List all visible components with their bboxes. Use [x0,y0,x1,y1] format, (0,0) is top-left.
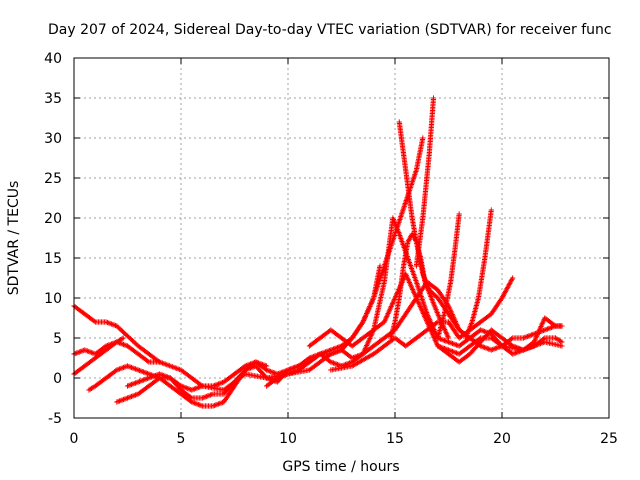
x-tick-label: 25 [600,431,618,447]
chart-title: Day 207 of 2024, Sidereal Day-to-day VTE… [48,22,612,38]
data-point-marker [120,335,126,341]
data-point-marker [541,336,547,342]
y-tick-label: 15 [44,251,62,267]
data-point-marker [434,320,440,326]
data-point-marker [559,323,565,329]
data-point-marker [510,275,516,281]
data-point-marker [508,336,515,342]
series-sat-l [413,95,437,269]
series-sat-f [124,135,426,393]
x-tick-label: 15 [386,431,404,447]
data-point-marker [420,135,426,141]
data-point-marker [359,320,365,326]
data-point-marker [91,318,97,324]
series-sat-e [114,359,270,405]
data-point-marker [187,394,194,400]
series-sat-i [328,275,516,373]
data-point-marker [476,336,483,342]
x-axis-label: GPS time / hours [282,459,399,475]
y-axis-label: SDTVAR / TECUs [6,181,22,296]
series-sat-m [435,211,462,341]
data-point-marker [559,339,565,345]
data-point-marker [551,322,557,328]
x-tick-label: 5 [177,431,186,447]
y-tick-label: 20 [44,211,62,227]
y-tick-label: 30 [44,131,62,147]
data-point-marker [155,376,162,382]
x-tick-label: 10 [279,431,297,447]
data-point-marker [445,335,452,341]
x-tick-label: 20 [493,431,511,447]
y-tick-label: 10 [44,291,62,307]
data-point-marker [430,95,437,101]
data-point-marker [145,358,151,364]
y-tick-label: 35 [44,91,62,107]
data-point-marker [157,359,163,365]
plot-frame [73,57,610,419]
data-point-marker [456,211,462,217]
y-tick-label: 40 [44,51,62,67]
y-tick-label: 5 [53,331,62,347]
data-point-marker [488,207,494,213]
series-sat-n [463,207,494,341]
x-tick-label: 0 [70,431,79,447]
y-tick-label: 25 [44,171,62,187]
y-tick-label: 0 [53,371,62,387]
data-series [71,95,565,409]
series-sat-h [306,271,565,365]
y-tick-label: -5 [48,411,62,427]
series-sat-o [435,335,565,357]
series-sat-c [71,335,126,377]
